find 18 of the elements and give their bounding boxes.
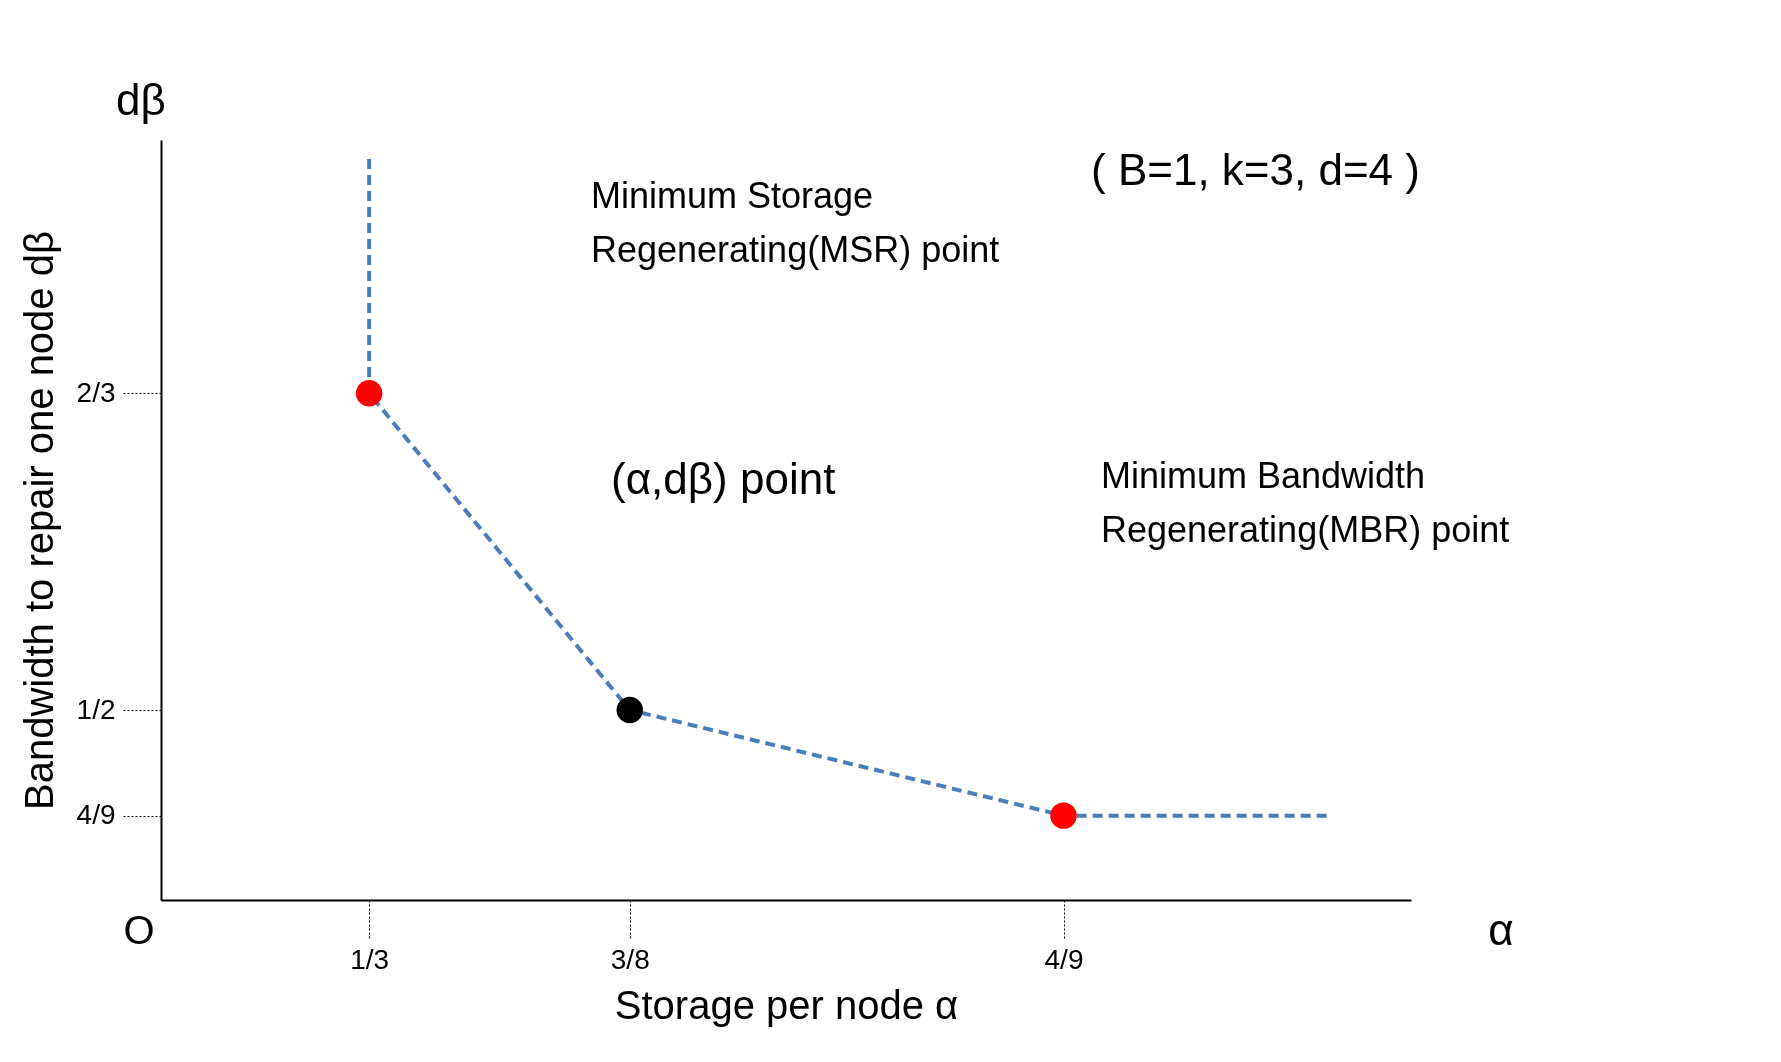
x-tick-label: 3/8: [610, 943, 650, 975]
text: α: [1488, 905, 1514, 954]
y-axis-title: Bandwidth to repair one node dβ: [16, 231, 61, 810]
x-axis-title: Storage per node α: [614, 982, 959, 1027]
annotation: Minimum Storage Regenerating(MSR) point: [591, 175, 1000, 270]
annotation: Minimum Bandwidth Regenerating(MBR) point: [1101, 455, 1510, 550]
point: [1050, 802, 1077, 829]
y-tick-label: 4/9: [76, 799, 116, 831]
annotation: ( B=1, k=3, d=4 ): [1091, 145, 1420, 194]
point: [355, 380, 383, 407]
annotation: (α,dβ) point: [611, 454, 836, 504]
x-tick-label: 4/9: [1044, 943, 1084, 975]
y-tick-label: 2/3: [76, 376, 116, 408]
x-tick-label: 1/3: [350, 943, 390, 975]
y-tick-label: 1/2: [76, 693, 116, 725]
text: dβ: [116, 75, 166, 124]
text: O: [123, 908, 155, 952]
point: [616, 696, 643, 724]
